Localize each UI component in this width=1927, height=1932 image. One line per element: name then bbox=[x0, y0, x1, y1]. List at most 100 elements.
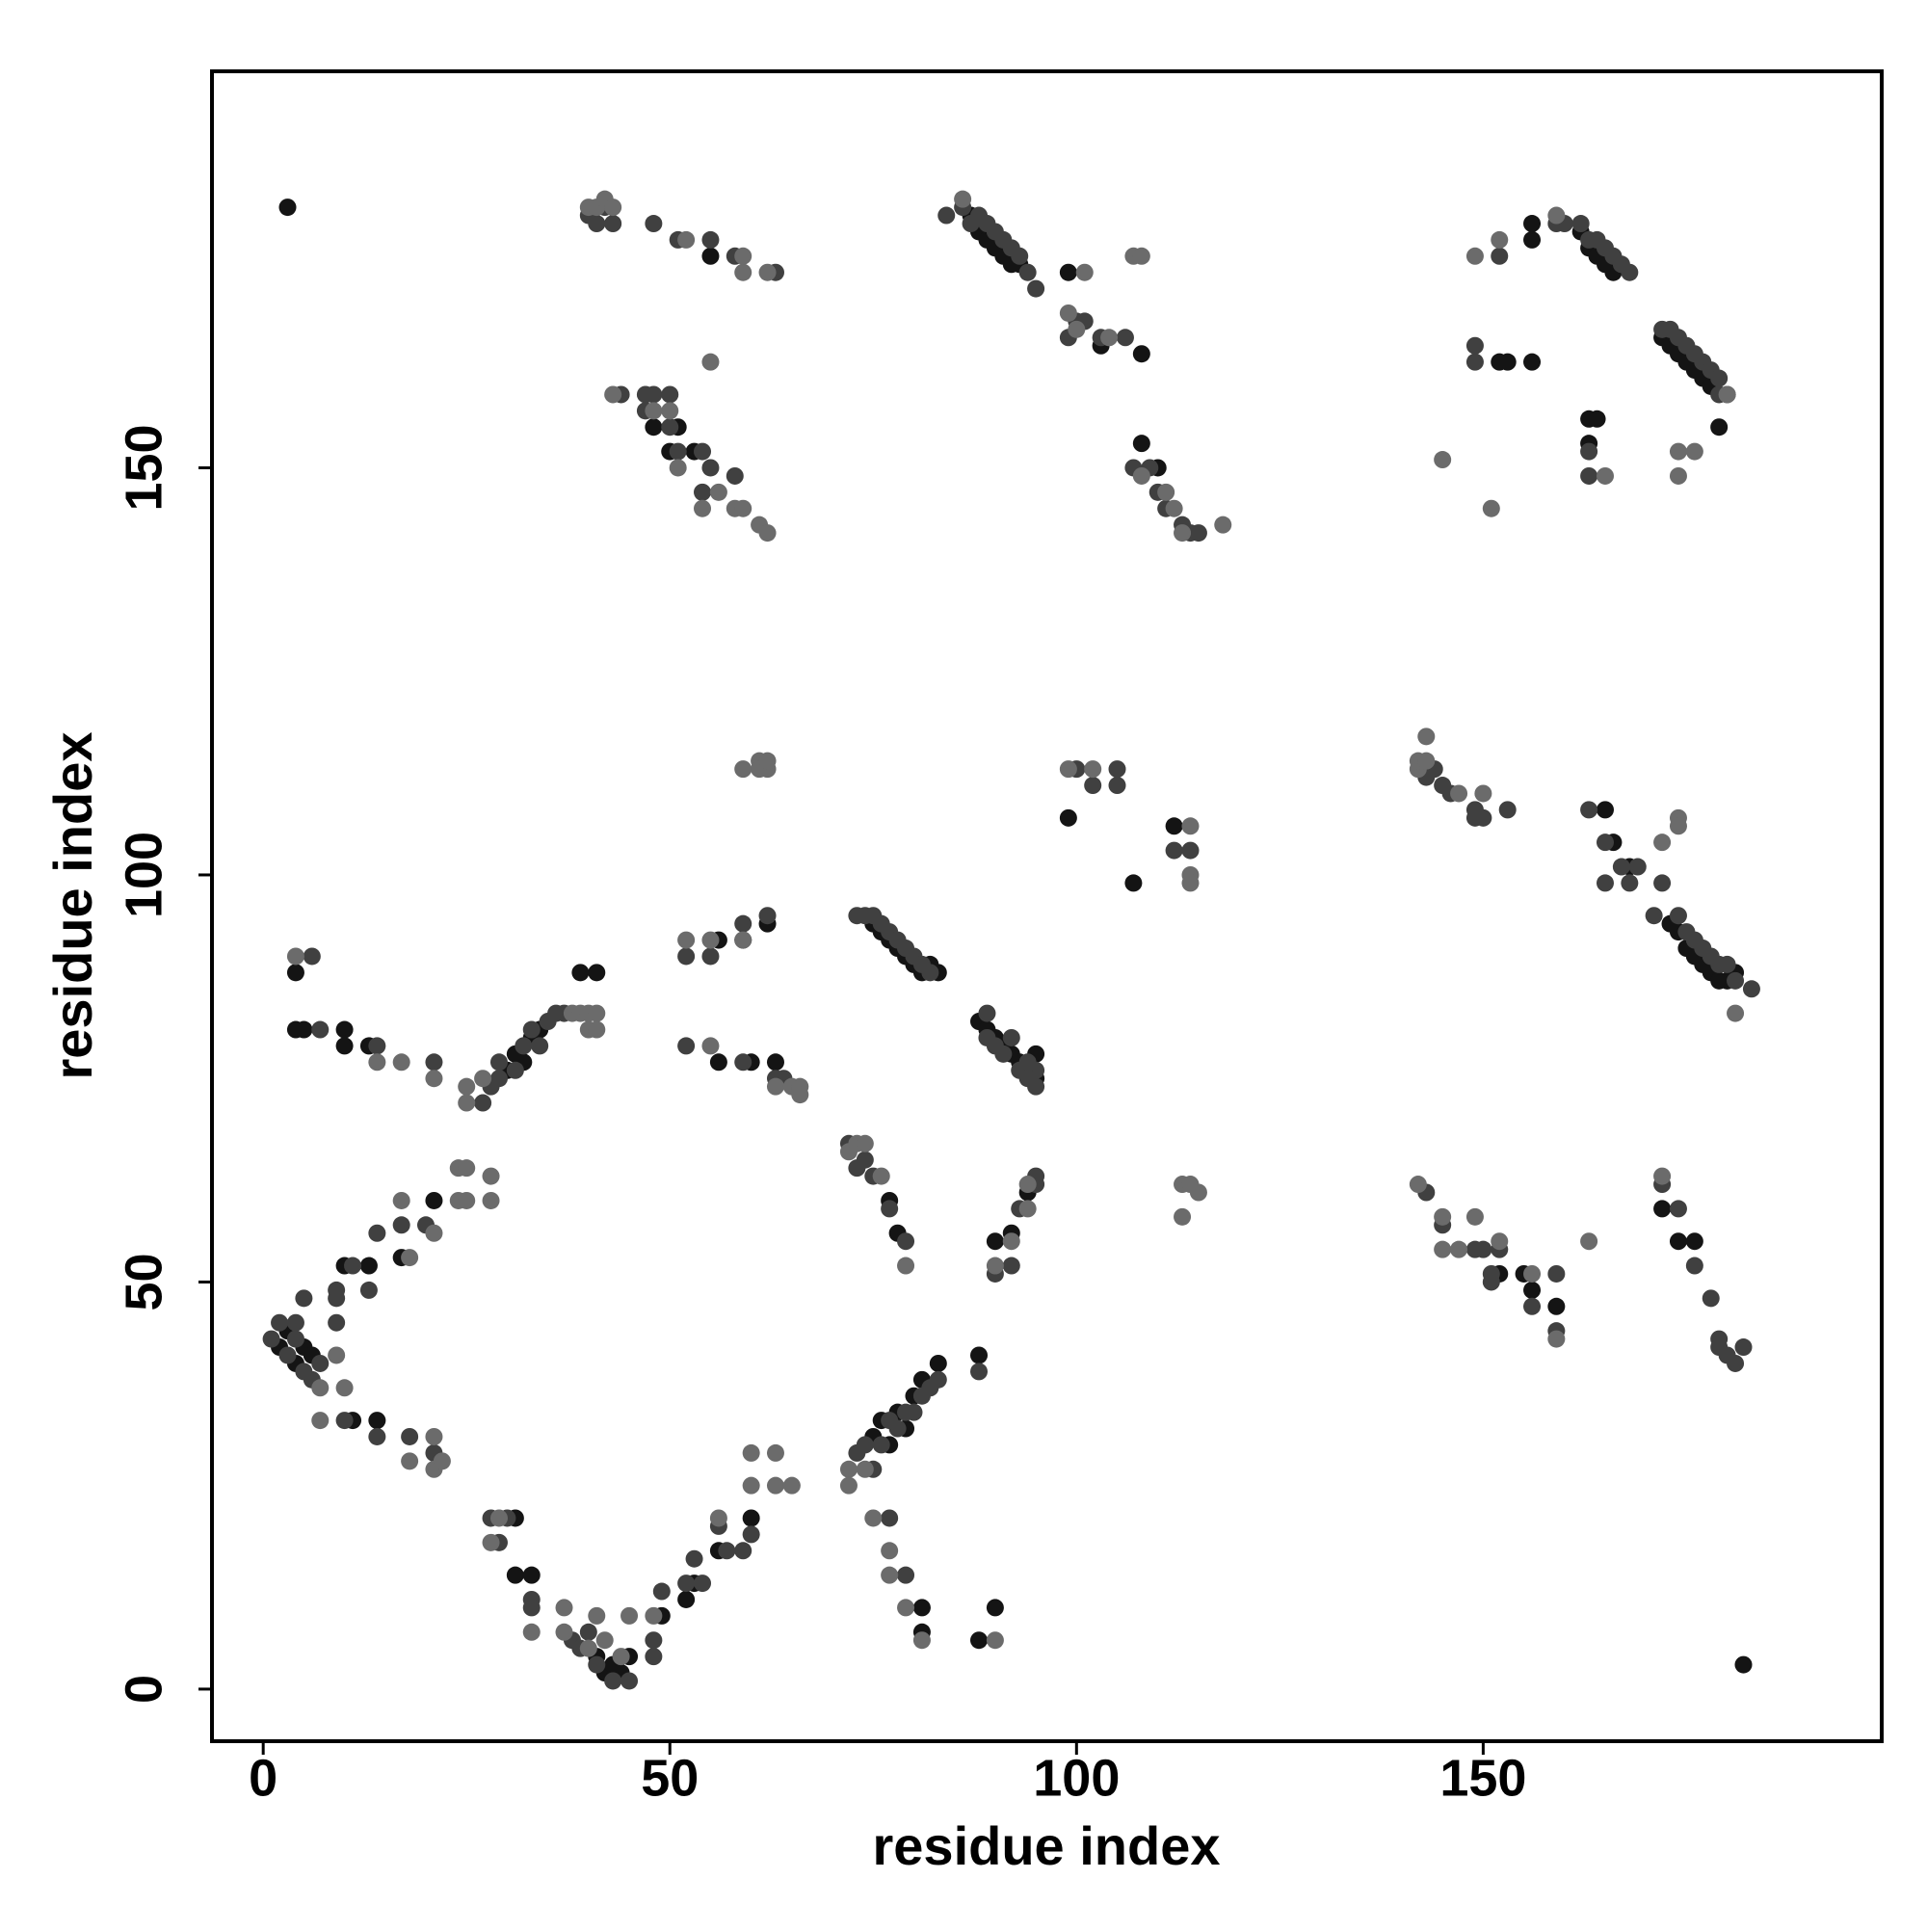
point bbox=[1132, 466, 1150, 485]
point bbox=[1181, 874, 1200, 892]
point bbox=[669, 459, 687, 477]
point bbox=[368, 1412, 386, 1430]
point bbox=[368, 1427, 386, 1445]
point bbox=[1718, 385, 1736, 404]
point bbox=[392, 1053, 410, 1072]
point bbox=[758, 524, 777, 543]
point bbox=[458, 1191, 476, 1209]
point bbox=[1491, 230, 1509, 249]
point bbox=[1124, 874, 1143, 892]
point bbox=[677, 947, 696, 966]
point bbox=[1596, 874, 1614, 892]
point bbox=[1132, 247, 1150, 265]
point bbox=[425, 1070, 443, 1088]
point bbox=[433, 1452, 451, 1470]
point bbox=[1018, 1200, 1037, 1218]
point bbox=[392, 1216, 410, 1234]
point bbox=[978, 1004, 996, 1022]
point bbox=[734, 931, 752, 949]
point bbox=[1491, 1232, 1509, 1251]
point bbox=[986, 1599, 1004, 1617]
point bbox=[571, 964, 590, 982]
point bbox=[1018, 1176, 1037, 1194]
point bbox=[1523, 1297, 1542, 1315]
point bbox=[401, 1249, 419, 1267]
point bbox=[1132, 435, 1150, 453]
point bbox=[482, 1167, 500, 1185]
point bbox=[718, 1542, 736, 1560]
point bbox=[335, 1412, 354, 1430]
point bbox=[311, 1379, 330, 1397]
point bbox=[522, 1599, 541, 1617]
point bbox=[897, 1257, 915, 1275]
point bbox=[604, 385, 622, 404]
point bbox=[295, 1020, 313, 1039]
point bbox=[328, 1313, 346, 1332]
point bbox=[1669, 1232, 1687, 1251]
point bbox=[522, 1020, 541, 1039]
point bbox=[1727, 971, 1745, 990]
point bbox=[328, 1281, 346, 1299]
y-tick-label: 100 bbox=[115, 832, 172, 918]
point bbox=[677, 931, 696, 949]
point bbox=[677, 1575, 696, 1593]
point bbox=[1027, 279, 1045, 298]
point bbox=[588, 1004, 606, 1022]
plot-frame bbox=[210, 69, 1884, 1743]
point bbox=[864, 1509, 883, 1527]
point bbox=[1059, 808, 1077, 827]
point bbox=[1165, 499, 1183, 517]
point bbox=[286, 1330, 304, 1348]
point bbox=[1523, 230, 1542, 249]
point bbox=[1474, 784, 1492, 803]
point bbox=[604, 215, 622, 233]
point bbox=[1669, 1200, 1687, 1218]
point bbox=[1596, 834, 1614, 852]
point bbox=[1165, 841, 1183, 860]
point bbox=[1653, 1167, 1672, 1185]
point bbox=[1498, 801, 1517, 819]
point bbox=[734, 1542, 752, 1560]
point bbox=[742, 1525, 760, 1544]
point bbox=[734, 760, 752, 779]
point bbox=[734, 247, 752, 265]
point bbox=[555, 1623, 573, 1641]
point bbox=[1685, 442, 1703, 461]
point bbox=[1434, 1240, 1452, 1258]
point bbox=[1685, 1232, 1703, 1251]
point bbox=[1132, 345, 1150, 363]
point bbox=[1084, 777, 1102, 795]
point bbox=[1491, 247, 1509, 265]
point bbox=[1742, 980, 1760, 998]
point bbox=[1628, 858, 1647, 876]
point bbox=[489, 1509, 508, 1527]
point bbox=[1547, 1264, 1566, 1283]
point bbox=[954, 190, 972, 208]
point bbox=[994, 1045, 1013, 1063]
point bbox=[1465, 353, 1484, 371]
point bbox=[734, 1053, 752, 1072]
point bbox=[912, 1599, 931, 1617]
y-axis-title: residue index bbox=[42, 731, 103, 1079]
point bbox=[661, 402, 679, 420]
point bbox=[474, 1070, 492, 1088]
point bbox=[694, 483, 712, 501]
point bbox=[1214, 516, 1232, 534]
point bbox=[1174, 1207, 1192, 1226]
point bbox=[1588, 410, 1606, 428]
point bbox=[856, 1436, 874, 1454]
point bbox=[531, 1037, 549, 1055]
point bbox=[677, 1037, 696, 1055]
point bbox=[359, 1281, 378, 1299]
point bbox=[1734, 1338, 1753, 1357]
point bbox=[766, 1053, 784, 1072]
point bbox=[872, 1436, 890, 1454]
point bbox=[766, 1476, 784, 1495]
point bbox=[425, 1191, 443, 1209]
point bbox=[295, 1289, 313, 1308]
point bbox=[1547, 1330, 1566, 1348]
point bbox=[1474, 1240, 1492, 1258]
point bbox=[701, 247, 720, 265]
x-tick-label: 100 bbox=[1033, 1749, 1120, 1807]
point bbox=[1108, 760, 1126, 779]
